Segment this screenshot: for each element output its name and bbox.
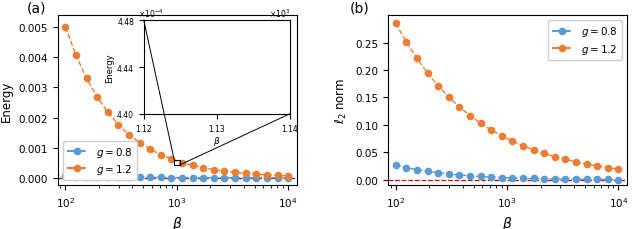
Point: [198, 176, 209, 180]
Point: [188, 164, 198, 167]
Point: [560, 177, 570, 181]
Point: [60, 26, 70, 30]
Point: [486, 175, 496, 179]
Y-axis label: Energy: Energy: [0, 80, 13, 121]
Point: [145, 148, 156, 152]
Point: [433, 171, 444, 175]
Point: [422, 170, 433, 173]
Point: [230, 171, 240, 174]
Point: [560, 158, 570, 161]
Point: [92, 175, 102, 179]
Point: [251, 173, 261, 176]
Point: [613, 178, 623, 182]
Point: [401, 166, 412, 170]
Point: [71, 55, 81, 58]
Point: [401, 41, 412, 45]
Point: [198, 166, 209, 170]
Point: [283, 174, 293, 178]
Point: [497, 134, 507, 138]
Point: [539, 177, 549, 181]
Point: [166, 176, 177, 180]
Point: [550, 177, 560, 181]
Point: [92, 96, 102, 100]
Point: [444, 172, 454, 176]
Point: [230, 176, 240, 180]
Point: [262, 176, 272, 180]
Point: [422, 72, 433, 76]
Point: [71, 175, 81, 179]
Point: [412, 168, 422, 172]
Point: [220, 176, 230, 180]
Point: [177, 161, 188, 165]
Point: [465, 174, 475, 178]
Text: (b): (b): [349, 2, 369, 16]
Point: [497, 176, 507, 180]
Point: [613, 167, 623, 171]
Point: [81, 175, 92, 179]
Point: [486, 129, 496, 132]
Point: [518, 177, 528, 180]
Point: [582, 162, 592, 166]
Point: [209, 168, 219, 172]
Text: (a): (a): [26, 2, 46, 16]
Point: [592, 164, 602, 168]
Point: [444, 96, 454, 99]
Point: [476, 122, 486, 125]
Point: [145, 176, 156, 180]
Point: [241, 176, 251, 180]
Point: [251, 176, 261, 180]
Point: [166, 158, 177, 161]
Point: [209, 176, 219, 180]
Point: [571, 160, 581, 164]
Point: [433, 85, 444, 88]
Point: [454, 106, 465, 109]
Point: [113, 123, 124, 127]
Point: [188, 176, 198, 180]
X-axis label: $\beta$: $\beta$: [172, 214, 182, 229]
Point: [603, 178, 613, 182]
Point: [241, 172, 251, 175]
Point: [273, 176, 283, 180]
Point: [508, 176, 518, 180]
Point: [103, 175, 113, 179]
Point: [220, 169, 230, 173]
Point: [156, 176, 166, 180]
Point: [529, 177, 539, 180]
Point: [508, 140, 518, 143]
Point: [550, 155, 560, 159]
Point: [103, 111, 113, 115]
Point: [134, 141, 145, 145]
Point: [529, 148, 539, 152]
Point: [582, 178, 592, 181]
Point: [262, 173, 272, 177]
Point: [124, 133, 134, 137]
Point: [124, 176, 134, 179]
Point: [60, 175, 70, 178]
Legend: $g = 0.8$, $g = 1.2$: $g = 0.8$, $g = 1.2$: [548, 21, 622, 60]
Point: [603, 166, 613, 170]
Point: [81, 77, 92, 81]
Point: [454, 173, 465, 177]
Point: [592, 178, 602, 181]
Point: [465, 114, 475, 118]
Point: [518, 144, 528, 148]
Point: [156, 153, 166, 157]
Point: [390, 22, 401, 26]
Bar: [174, 161, 180, 165]
X-axis label: $\beta$: $\beta$: [502, 214, 513, 229]
Point: [273, 174, 283, 177]
Point: [177, 176, 188, 180]
Y-axis label: $\ell_2$ norm: $\ell_2$ norm: [334, 78, 349, 124]
Point: [283, 176, 293, 180]
Point: [113, 176, 124, 179]
Point: [412, 57, 422, 61]
Point: [571, 177, 581, 181]
Point: [390, 164, 401, 167]
Legend: $g = 0.8$, $g = 1.2$: $g = 0.8$, $g = 1.2$: [63, 141, 137, 180]
Point: [539, 152, 549, 155]
Point: [134, 176, 145, 179]
Point: [476, 175, 486, 179]
